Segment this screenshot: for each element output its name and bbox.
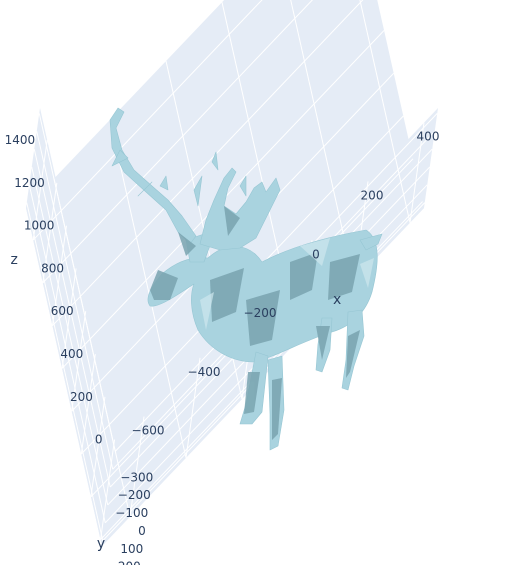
shade-back xyxy=(290,252,318,300)
gridline-y--300 xyxy=(38,113,116,452)
shade-head xyxy=(178,232,196,256)
gridline-x--600 xyxy=(129,416,145,517)
y-tick-label: 0 xyxy=(138,524,146,538)
y-tick-label: −100 xyxy=(115,506,148,520)
gridline-x-200 xyxy=(290,0,355,282)
axis-labels: z x y xyxy=(11,252,342,552)
gridline-y-0 xyxy=(31,166,109,506)
antler-tines xyxy=(111,149,247,207)
gridline-z-800 xyxy=(61,268,77,369)
gridline-y-100 xyxy=(28,184,106,523)
y-tick-label: 200 xyxy=(118,560,141,565)
shade-leg-2 xyxy=(272,378,282,440)
y-tick-label: −300 xyxy=(120,470,153,484)
gridline-z-1400 xyxy=(32,140,48,241)
y-tick-label: −200 xyxy=(118,488,151,502)
shade-leg-1 xyxy=(244,372,260,414)
z-tick-label: 200 xyxy=(70,390,93,404)
gridline-z-1000 xyxy=(51,225,67,326)
shade-neck xyxy=(150,270,178,300)
tail xyxy=(359,233,383,251)
gridline-x--400 xyxy=(185,357,201,458)
x-tick-label: −400 xyxy=(188,365,221,379)
shade-leg-4 xyxy=(316,326,330,360)
shade-flank xyxy=(328,254,360,300)
z-tick-label: 1400 xyxy=(5,133,36,147)
highlight-chest xyxy=(200,292,214,330)
x-tick-label: 400 xyxy=(417,130,440,144)
y-tick-label: 100 xyxy=(120,542,143,556)
gridline-y--100 xyxy=(33,148,111,488)
deer-mesh[interactable] xyxy=(109,107,383,451)
gridline-z-1200 xyxy=(42,0,314,284)
gridline-z-1400 xyxy=(32,0,263,241)
z-tick-label: 800 xyxy=(41,261,64,275)
gridline-x-400 xyxy=(359,0,411,223)
antler-right xyxy=(199,167,281,251)
gridline-x-400 xyxy=(409,122,425,223)
z-axis-label: z xyxy=(11,252,18,268)
gridline-z-600 xyxy=(71,311,87,412)
z-tick-label: 0 xyxy=(95,433,103,447)
z-tick-label: 600 xyxy=(51,304,74,318)
antler-left xyxy=(109,107,197,245)
gridline-z-1000 xyxy=(52,0,364,327)
z-tick-label: 400 xyxy=(60,347,83,361)
gridline-y-200 xyxy=(26,202,104,541)
gridline-z-400 xyxy=(80,353,96,455)
z-tick-label: 1000 xyxy=(24,219,55,233)
highlight-rump xyxy=(360,258,374,288)
x-tick-label: 0 xyxy=(312,247,320,261)
highlight-back xyxy=(300,238,330,266)
tick-labels: 0200400600800100012001400−600−400−200020… xyxy=(5,130,440,565)
shade-chest xyxy=(246,290,280,346)
gridline-z-0 xyxy=(100,439,116,540)
x-axis-label: x xyxy=(333,292,341,308)
x-tick-label: −200 xyxy=(244,306,277,320)
shade-leg-3 xyxy=(346,330,360,378)
shade-antler xyxy=(224,206,240,236)
x-tick-label: 200 xyxy=(361,188,384,202)
z-tick-label: 1200 xyxy=(14,176,45,190)
shade-shoulder xyxy=(210,268,244,322)
y-axis-label: y xyxy=(97,536,105,552)
gridline-x--400 xyxy=(109,119,187,458)
gridline-y--200 xyxy=(36,131,114,470)
x-tick-label: −600 xyxy=(132,424,165,438)
gridline-z-200 xyxy=(90,396,106,497)
gridline-z-1200 xyxy=(42,182,58,283)
